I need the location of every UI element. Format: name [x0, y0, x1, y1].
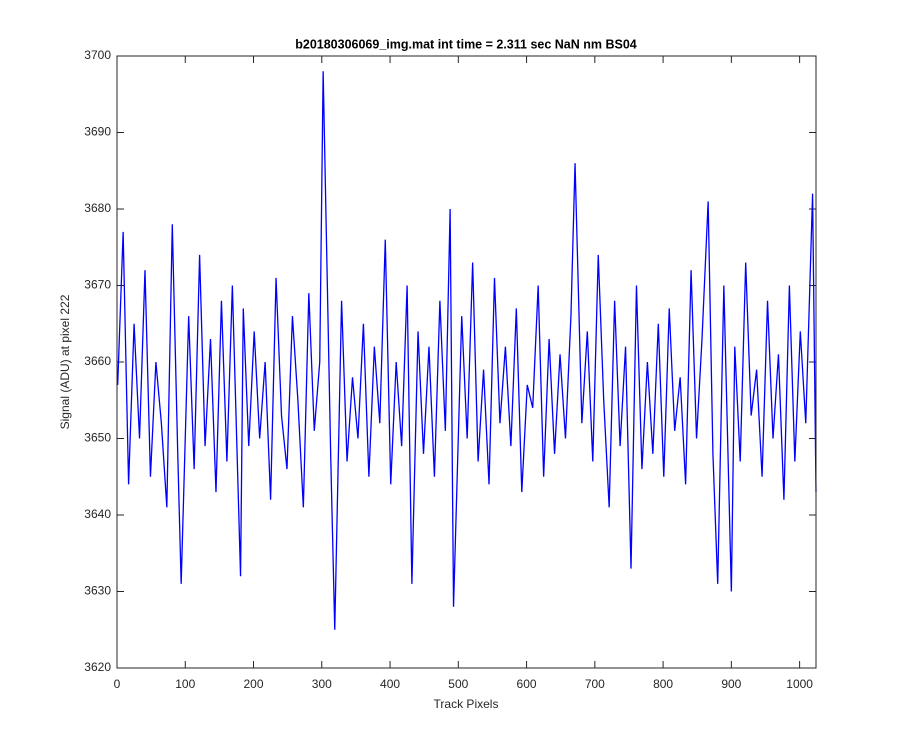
chart-title: b20180306069_img.mat int time = 2.311 se…: [295, 37, 637, 51]
x-tick-label: 200: [244, 677, 264, 691]
x-tick-label: 900: [721, 677, 741, 691]
x-tick-label: 500: [448, 677, 468, 691]
x-tick-label: 100: [175, 677, 195, 691]
data-line: [117, 71, 817, 630]
x-tick-label: 300: [312, 677, 332, 691]
y-tick-label: 3690: [84, 125, 111, 139]
y-tick-label: 3630: [84, 584, 111, 598]
x-tick-label: 0: [114, 677, 121, 691]
y-tick-label: 3680: [84, 201, 111, 215]
y-axis-label: Signal (ADU) at pixel 222: [58, 294, 72, 429]
x-tick-label: 400: [380, 677, 400, 691]
x-axis-label: Track Pixels: [434, 697, 499, 711]
y-tick-label: 3640: [84, 507, 111, 521]
y-tick-label: 3660: [84, 354, 111, 368]
x-tick-label: 800: [653, 677, 673, 691]
y-tick-label: 3620: [84, 660, 111, 674]
plot-frame: [116, 55, 817, 669]
y-tick-label: 3650: [84, 431, 111, 445]
x-tick-label: 1000: [786, 677, 813, 691]
x-tick-label: 600: [517, 677, 537, 691]
x-tick-label: 700: [585, 677, 605, 691]
y-tick-label: 3700: [84, 48, 111, 62]
y-tick-label: 3670: [84, 278, 111, 292]
